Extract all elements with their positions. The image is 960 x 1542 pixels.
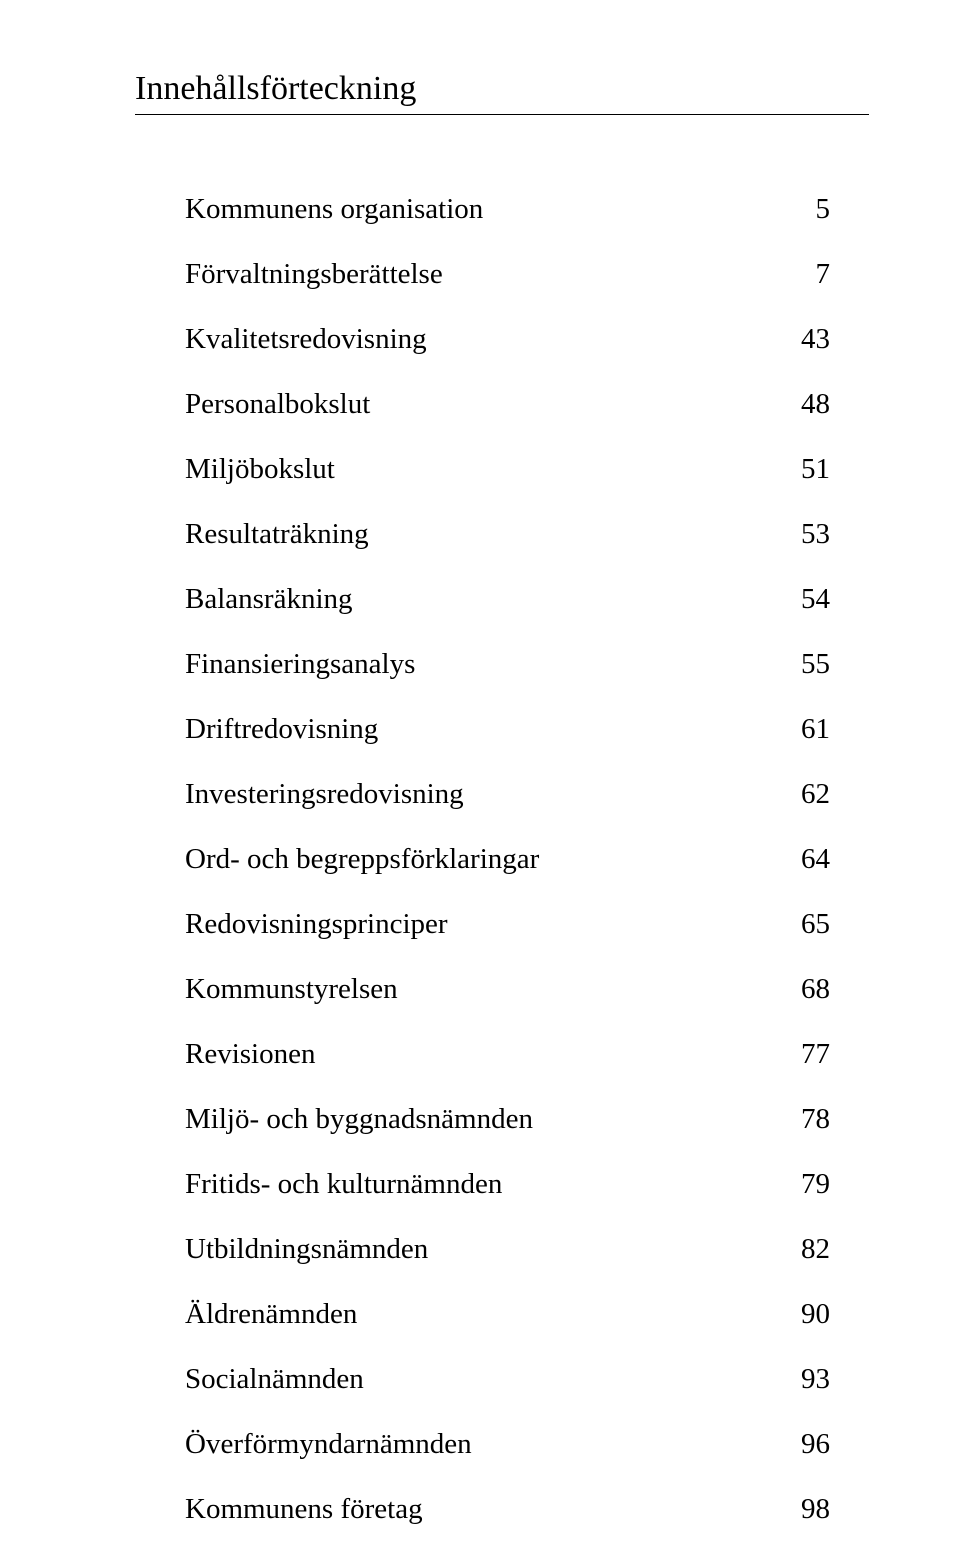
toc-page-number: 77 bbox=[770, 1040, 830, 1069]
toc-row: Investeringsredovisning 62 bbox=[185, 762, 830, 827]
toc-row: Ord- och begreppsförklaringar 64 bbox=[185, 827, 830, 892]
toc-page-number: 61 bbox=[770, 715, 830, 744]
toc-page-number: 5 bbox=[770, 195, 830, 224]
document-page: Innehållsförteckning Kommunens organisat… bbox=[0, 0, 960, 1453]
toc-row: Miljöbokslut 51 bbox=[185, 437, 830, 502]
toc-row: Fritids- och kulturnämnden 79 bbox=[185, 1152, 830, 1217]
toc-label: Kommunens organisation bbox=[185, 195, 770, 224]
toc-label: Redovisningsprinciper bbox=[185, 910, 770, 939]
toc-label: Socialnämnden bbox=[185, 1365, 770, 1394]
toc-label: Balansräkning bbox=[185, 585, 770, 614]
toc-page-number: 51 bbox=[770, 455, 830, 484]
toc-page-number: 78 bbox=[770, 1105, 830, 1134]
toc-page-number: 82 bbox=[770, 1235, 830, 1264]
toc-label: Finansieringsanalys bbox=[185, 650, 770, 679]
title-underline bbox=[135, 114, 869, 115]
toc-label: Utbildningsnämnden bbox=[185, 1235, 770, 1264]
toc-row: Miljö- och byggnadsnämnden 78 bbox=[185, 1087, 830, 1152]
toc-page-number: 98 bbox=[770, 1495, 830, 1524]
toc-label: Kommunstyrelsen bbox=[185, 975, 770, 1004]
toc-row: Finansieringsanalys 55 bbox=[185, 632, 830, 697]
toc-row: Kommunens företag 98 bbox=[185, 1477, 830, 1542]
toc-page-number: 68 bbox=[770, 975, 830, 1004]
toc-label: Personalbokslut bbox=[185, 390, 770, 419]
toc-page-number: 96 bbox=[770, 1430, 830, 1459]
toc-label: Miljö- och byggnadsnämnden bbox=[185, 1105, 770, 1134]
toc-page-number: 7 bbox=[770, 260, 830, 289]
toc-page-number: 64 bbox=[770, 845, 830, 874]
toc-page-number: 79 bbox=[770, 1170, 830, 1199]
toc-label: Miljöbokslut bbox=[185, 455, 770, 484]
toc-page-number: 54 bbox=[770, 585, 830, 614]
toc-row: Utbildningsnämnden 82 bbox=[185, 1217, 830, 1282]
toc-row: Revisionen 77 bbox=[185, 1022, 830, 1087]
toc-row: Kommunens organisation 5 bbox=[185, 177, 830, 242]
toc-label: Resultaträkning bbox=[185, 520, 770, 549]
toc-row: Resultaträkning 53 bbox=[185, 502, 830, 567]
toc-label: Kvalitetsredovisning bbox=[185, 325, 770, 354]
toc-row: Äldrenämnden 90 bbox=[185, 1282, 830, 1347]
toc-label: Kommunens företag bbox=[185, 1495, 770, 1524]
toc-row: Socialnämnden 93 bbox=[185, 1347, 830, 1412]
toc-row: Redovisningsprinciper 65 bbox=[185, 892, 830, 957]
toc-page-number: 55 bbox=[770, 650, 830, 679]
toc-label: Överförmyndarnämnden bbox=[185, 1430, 770, 1459]
toc-page-number: 53 bbox=[770, 520, 830, 549]
toc-row: Överförmyndarnämnden 96 bbox=[185, 1412, 830, 1477]
toc-row: Förvaltningsberättelse 7 bbox=[185, 242, 830, 307]
toc-label: Driftredovisning bbox=[185, 715, 770, 744]
toc-list: Kommunens organisation 5 Förvaltningsber… bbox=[185, 177, 830, 1542]
toc-label: Förvaltningsberättelse bbox=[185, 260, 770, 289]
toc-row: Kvalitetsredovisning 43 bbox=[185, 307, 830, 372]
toc-label: Fritids- och kulturnämnden bbox=[185, 1170, 770, 1199]
page-title: Innehållsförteckning bbox=[135, 70, 416, 114]
toc-label: Ord- och begreppsförklaringar bbox=[185, 845, 770, 874]
toc-label: Äldrenämnden bbox=[185, 1300, 770, 1329]
toc-page-number: 48 bbox=[770, 390, 830, 419]
toc-page-number: 93 bbox=[770, 1365, 830, 1394]
toc-row: Driftredovisning 61 bbox=[185, 697, 830, 762]
toc-page-number: 62 bbox=[770, 780, 830, 809]
title-block: Innehållsförteckning bbox=[135, 70, 865, 115]
toc-page-number: 65 bbox=[770, 910, 830, 939]
toc-row: Kommunstyrelsen 68 bbox=[185, 957, 830, 1022]
toc-row: Balansräkning 54 bbox=[185, 567, 830, 632]
toc-label: Investeringsredovisning bbox=[185, 780, 770, 809]
toc-page-number: 43 bbox=[770, 325, 830, 354]
toc-page-number: 90 bbox=[770, 1300, 830, 1329]
toc-label: Revisionen bbox=[185, 1040, 770, 1069]
toc-row: Personalbokslut 48 bbox=[185, 372, 830, 437]
